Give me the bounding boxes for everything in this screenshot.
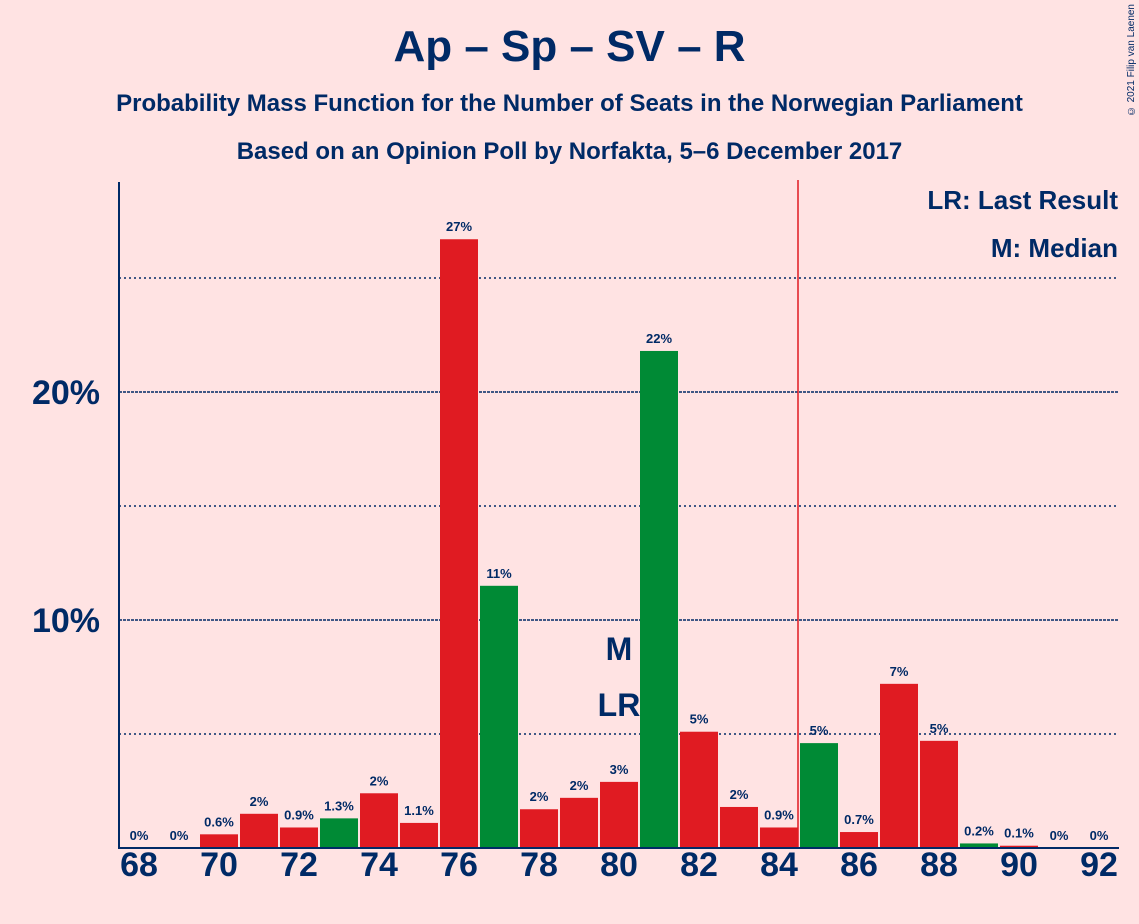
x-tick-label-68: 68	[120, 846, 158, 884]
legend-last-result: LR: Last Result	[927, 185, 1118, 215]
bar-seat-86	[840, 832, 878, 848]
bar-seat-72	[280, 827, 318, 848]
bar-seat-85	[800, 743, 838, 848]
bar-seat-82	[680, 731, 718, 848]
x-tick-label-70: 70	[200, 846, 238, 884]
chart-subtitle-1: Probability Mass Function for the Number…	[116, 90, 1023, 117]
x-tick-label-86: 86	[840, 846, 878, 884]
axis-layer: 68 70 72 74 76 78 80 82 84 86 88 90 92 10% 20%	[32, 182, 1119, 884]
bar-label-seat-73: 1.3%	[324, 798, 354, 813]
bar-label-seat-70: 0.6%	[204, 814, 234, 829]
y-tick-label-20: 20%	[32, 374, 100, 412]
x-tick-label-82: 82	[680, 846, 718, 884]
bar-label-seat-91: 0%	[1050, 828, 1069, 843]
bar-seat-81	[640, 350, 678, 848]
bar-label-seat-90: 0.1%	[1004, 826, 1034, 841]
bar-label-seat-88: 5%	[930, 721, 949, 736]
bar-label-seat-68: 0%	[130, 828, 149, 843]
bar-seat-70	[200, 834, 238, 848]
bar-label-seat-89: 0.2%	[964, 823, 994, 838]
bar-label-seat-75: 1.1%	[404, 803, 434, 818]
median-marker: M	[606, 631, 633, 667]
bar-label-seat-81: 22%	[646, 331, 672, 346]
bar-label-seat-86: 0.7%	[844, 812, 874, 827]
x-tick-label-74: 74	[360, 846, 398, 884]
x-tick-label-88: 88	[920, 846, 958, 884]
bar-seat-84	[760, 827, 798, 848]
x-tick-label-84: 84	[760, 846, 798, 884]
bar-label-seat-69: 0%	[170, 828, 189, 843]
bar-seat-75	[400, 822, 438, 848]
x-tick-label-92: 92	[1080, 846, 1118, 884]
chart-title: Ap – Sp – SV – R	[393, 22, 746, 71]
x-tick-label-78: 78	[520, 846, 558, 884]
bar-seat-74	[360, 793, 398, 848]
bar-label-seat-87: 7%	[890, 664, 909, 679]
bars-layer	[200, 239, 1038, 849]
x-tick-label-72: 72	[280, 846, 318, 884]
bar-seat-77	[480, 585, 518, 848]
last-result-marker: LR	[598, 687, 641, 723]
bar-seat-76	[440, 239, 478, 849]
bar-labels-layer: 0% 0% 0.6% 2% 0.9% 1.3% 2% 1.1% 27% 11% 2% 2% 3% 22% 5…	[130, 219, 1109, 843]
x-tick-label-76: 76	[440, 846, 478, 884]
bar-label-seat-82: 5%	[690, 712, 709, 727]
bar-label-seat-71: 2%	[250, 794, 269, 809]
bar-seat-90	[1000, 845, 1038, 848]
bar-seat-83	[720, 806, 758, 848]
bar-seat-89	[960, 843, 998, 848]
bar-seat-80	[600, 781, 638, 848]
bar-seat-73	[320, 818, 358, 848]
bar-label-seat-84: 0.9%	[764, 807, 794, 822]
x-tick-label-90: 90	[1000, 846, 1038, 884]
bar-seat-79	[560, 797, 598, 848]
bar-seat-87	[880, 683, 918, 848]
chart-subtitle-2: Based on an Opinion Poll by Norfakta, 5–…	[236, 138, 903, 165]
bar-seat-88	[920, 740, 958, 848]
bar-label-seat-79: 2%	[570, 778, 589, 793]
bar-label-seat-74: 2%	[370, 773, 389, 788]
grid-layer	[119, 277, 1119, 735]
marker-layer: M LR	[598, 631, 641, 723]
bar-label-seat-83: 2%	[730, 787, 749, 802]
bar-label-seat-80: 3%	[610, 762, 629, 777]
bar-label-seat-78: 2%	[530, 789, 549, 804]
bar-label-seat-76: 27%	[446, 219, 472, 234]
bar-seat-78	[520, 809, 558, 848]
legend-median: M: Median	[991, 233, 1118, 263]
bar-label-seat-72: 0.9%	[284, 807, 314, 822]
bar-seat-71	[240, 813, 278, 848]
y-tick-label-10: 10%	[32, 602, 100, 640]
bar-label-seat-85: 5%	[810, 723, 829, 738]
x-tick-label-80: 80	[600, 846, 638, 884]
bar-label-seat-77: 11%	[486, 566, 512, 581]
bar-label-seat-92: 0%	[1090, 828, 1109, 843]
